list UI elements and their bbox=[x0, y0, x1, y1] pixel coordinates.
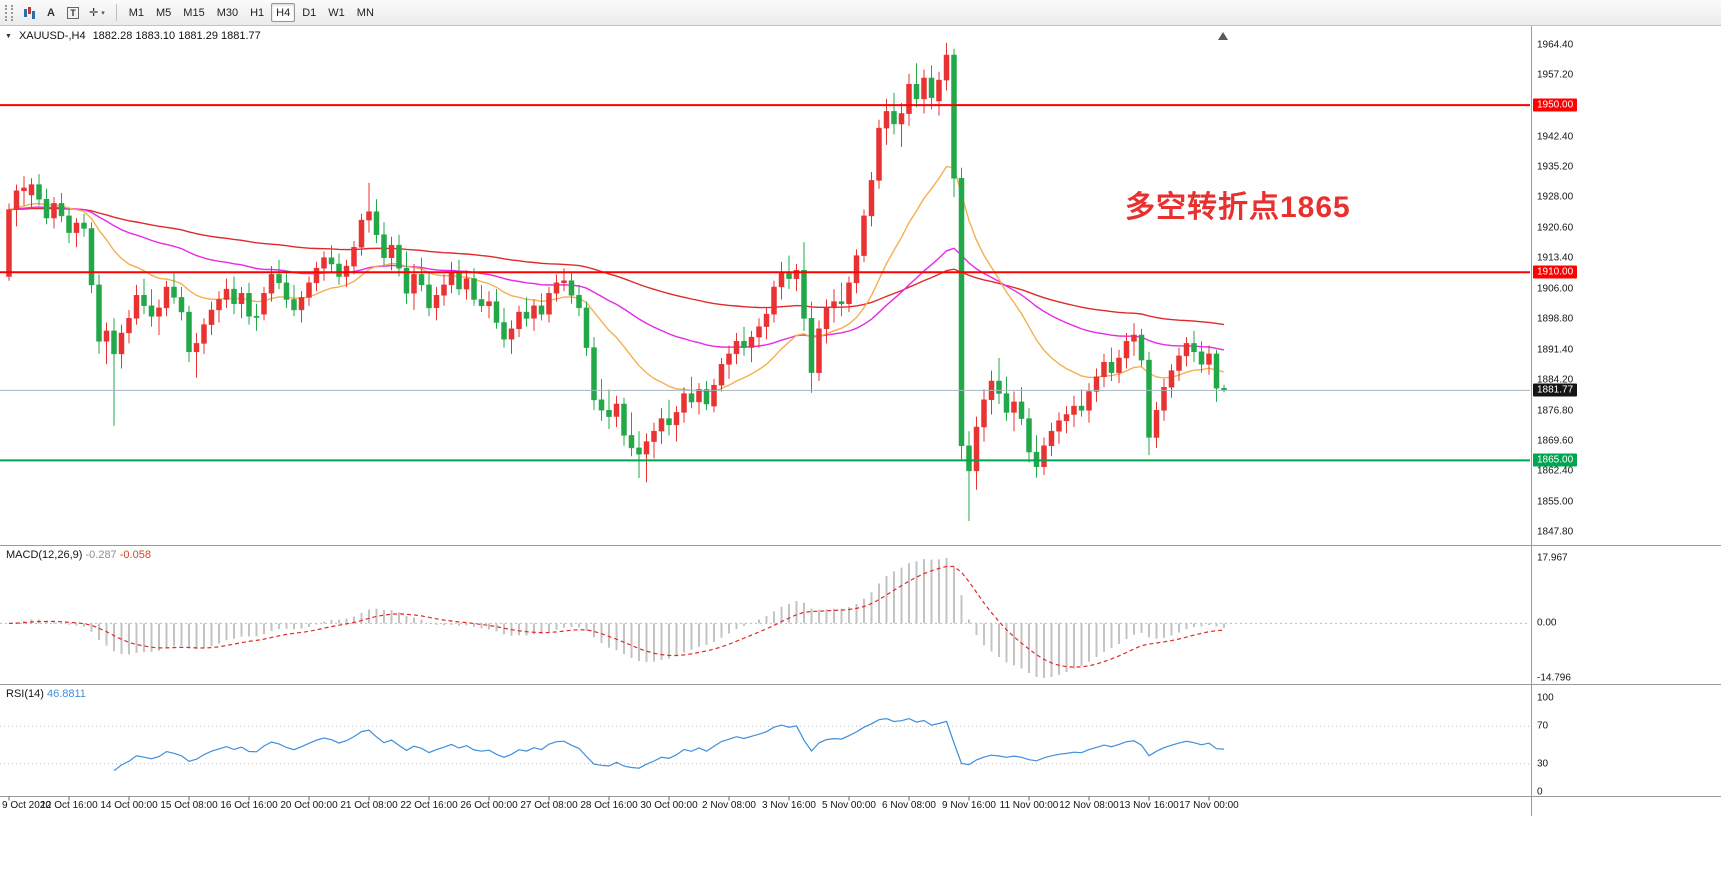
time-axis-label: 30 Oct 00:00 bbox=[640, 800, 698, 811]
moving-average-line bbox=[8, 207, 1225, 326]
rsi-scale-tick: 70 bbox=[1537, 720, 1549, 732]
timeframe-button-m1[interactable]: M1 bbox=[128, 6, 145, 19]
time-axis-label: 14 Oct 00:00 bbox=[100, 800, 158, 811]
rsi-scale-tick: 0 bbox=[1537, 786, 1543, 798]
time-axis-label: 12 Nov 08:00 bbox=[1059, 800, 1119, 811]
time-axis-label: 5 Nov 00:00 bbox=[822, 800, 876, 811]
price-scale-tick: 1957.20 bbox=[1537, 69, 1574, 81]
ohlc-values: 1882.28 1883.10 1881.29 1881.77 bbox=[92, 30, 261, 42]
time-axis-label: 2 Nov 08:00 bbox=[702, 800, 756, 811]
toolbar-grip[interactable] bbox=[5, 4, 13, 21]
charts-icon[interactable] bbox=[18, 3, 40, 23]
rsi-scale-tick: 30 bbox=[1537, 758, 1549, 770]
dropdown-arrow-icon: ▾ bbox=[101, 9, 105, 17]
price-scale-tick: 1862.40 bbox=[1537, 465, 1574, 477]
text-label-glyph: T bbox=[67, 6, 79, 19]
crosshair-glyph: ✛ bbox=[89, 7, 99, 19]
rsi-line bbox=[113, 717, 1225, 772]
candle-series bbox=[6, 42, 1227, 522]
toolbar-separator bbox=[115, 4, 117, 21]
time-axis-label: 3 Nov 16:00 bbox=[762, 800, 816, 811]
timeframe-button-d1[interactable]: D1 bbox=[302, 6, 317, 19]
price-scale-tick: 1964.40 bbox=[1537, 39, 1574, 51]
macd-scale-tick: 17.967 bbox=[1537, 552, 1568, 564]
timeframe-button-h4[interactable]: H4 bbox=[271, 3, 296, 22]
text-tool-icon[interactable]: A bbox=[40, 3, 62, 23]
price-line-label-1910: 1910.00 bbox=[1533, 265, 1578, 279]
time-axis-label: 6 Nov 08:00 bbox=[882, 800, 936, 811]
crosshair-tool-icon[interactable]: ✛ ▾ bbox=[84, 3, 110, 23]
text-tool-glyph: A bbox=[47, 6, 55, 19]
time-axis-label: 9 Oct 2020 bbox=[2, 800, 51, 811]
chart-text-annotation[interactable]: 多空转折点1865 bbox=[1125, 191, 1351, 224]
timeframe-button-m15[interactable]: M15 bbox=[183, 6, 205, 19]
macd-signal-line bbox=[8, 565, 1225, 668]
time-axis-label: 11 Nov 00:00 bbox=[999, 800, 1059, 811]
price-scale-tick: 1913.40 bbox=[1537, 252, 1574, 264]
bid-price-label: 1881.77 bbox=[1533, 383, 1578, 397]
top-toolbar: A T ✛ ▾ M1 M5 M15 M30 H1 H4 D1 W1 MN bbox=[0, 0, 1721, 26]
one-click-trading-toggle[interactable]: ▼ bbox=[5, 32, 12, 40]
timeframe-button-m30[interactable]: M30 bbox=[216, 6, 239, 19]
price-line-label-1950: 1950.00 bbox=[1533, 98, 1578, 112]
macd-signal-value: -0.058 bbox=[119, 549, 151, 561]
time-axis-label: 9 Nov 16:00 bbox=[942, 800, 996, 811]
price-scale-tick: 1884.20 bbox=[1537, 374, 1574, 386]
time-axis-label: 21 Oct 08:00 bbox=[340, 800, 398, 811]
rsi-name: RSI(14) bbox=[6, 688, 44, 700]
timeframe-button-m5[interactable]: M5 bbox=[156, 6, 172, 19]
timeframe-button-h1[interactable]: H1 bbox=[250, 6, 265, 19]
price-line-label-1865: 1865.00 bbox=[1533, 453, 1578, 467]
time-axis-label: 16 Oct 16:00 bbox=[220, 800, 278, 811]
time-axis-label: 12 Oct 16:00 bbox=[40, 800, 98, 811]
price-scale-tick: 1942.40 bbox=[1537, 131, 1574, 143]
price-scale-tick: 1876.80 bbox=[1537, 405, 1574, 417]
timeframe-button-mn[interactable]: MN bbox=[356, 6, 374, 19]
macd-scale-tick: -14.796 bbox=[1537, 672, 1571, 684]
time-axis-label: 26 Oct 00:00 bbox=[460, 800, 518, 811]
rsi-scale-tick: 100 bbox=[1537, 692, 1554, 704]
price-scale-tick: 1920.60 bbox=[1537, 222, 1574, 234]
time-axis-label: 27 Oct 08:00 bbox=[520, 800, 578, 811]
time-axis-label: 15 Oct 08:00 bbox=[160, 800, 218, 811]
time-axis-label: 17 Nov 00:00 bbox=[1179, 800, 1239, 811]
macd-scale-tick: 0.00 bbox=[1537, 617, 1557, 629]
price-scale-tick: 1855.00 bbox=[1537, 496, 1574, 508]
moving-average-line bbox=[8, 206, 1225, 351]
timeframe-button-group: M1 M5 M15 M30 H1 H4 D1 W1 MN bbox=[123, 3, 380, 22]
time-axis-label: 28 Oct 16:00 bbox=[580, 800, 638, 811]
rsi-indicator-label: RSI(14) 46.8811 bbox=[6, 688, 86, 700]
rsi-value: 46.8811 bbox=[46, 688, 86, 700]
price-scale-tick: 1891.40 bbox=[1537, 344, 1574, 356]
time-axis-label: 22 Oct 16:00 bbox=[400, 800, 458, 811]
candlestick-chart-icon bbox=[23, 6, 35, 19]
price-scale-tick: 1928.00 bbox=[1537, 191, 1574, 203]
symbol-title: ▼ XAUUSD-,H4 1882.28 1883.10 1881.29 188… bbox=[5, 30, 261, 42]
price-scale-tick: 1847.80 bbox=[1537, 526, 1574, 538]
macd-histogram bbox=[15, 558, 1225, 678]
macd-indicator-label: MACD(12,26,9) -0.287 -0.058 bbox=[6, 549, 151, 561]
macd-main-value: -0.287 bbox=[85, 549, 117, 561]
timeframe-button-w1[interactable]: W1 bbox=[328, 6, 345, 19]
price-scale-tick: 1869.60 bbox=[1537, 435, 1574, 447]
price-scale-tick: 1898.80 bbox=[1537, 313, 1574, 325]
moving-average-line bbox=[8, 165, 1225, 393]
macd-name: MACD(12,26,9) bbox=[6, 549, 83, 561]
time-axis-label: 20 Oct 00:00 bbox=[280, 800, 338, 811]
symbol-period-label: XAUUSD-,H4 bbox=[18, 30, 86, 42]
text-label-tool-icon[interactable]: T bbox=[62, 3, 84, 23]
price-scale-tick: 1906.00 bbox=[1537, 283, 1574, 295]
time-axis-label: 13 Nov 16:00 bbox=[1119, 800, 1179, 811]
chart-canvas[interactable] bbox=[0, 26, 1721, 893]
chart-area[interactable]: ▼ XAUUSD-,H4 1882.28 1883.10 1881.29 188… bbox=[0, 26, 1721, 893]
price-scale-tick: 1935.20 bbox=[1537, 161, 1574, 173]
chart-shift-marker[interactable] bbox=[1218, 32, 1228, 40]
